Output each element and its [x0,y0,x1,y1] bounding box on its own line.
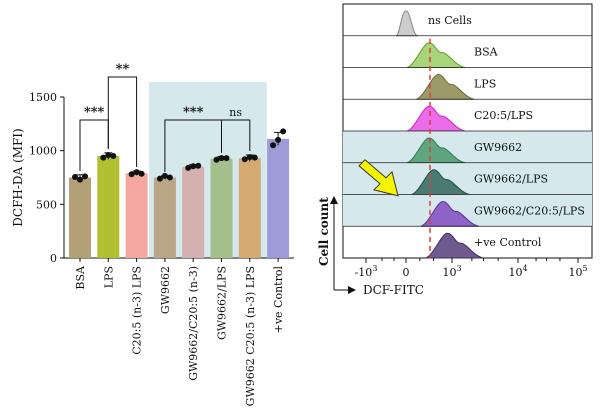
x-tick-label: GW9662 C20:5 (n-3) LPS [244,266,257,406]
bar [210,158,233,258]
data-point [138,170,145,177]
histogram-peak [411,169,470,195]
data-point [133,169,140,176]
x-tick-label: 0 [403,266,410,279]
series-label: C20:5/LPS [474,109,533,122]
histogram-chart: ns Cells BSA LPS C20:5/LPS GW9662 GW9662/LPS G… [317,3,593,297]
x-tick-label: C20:5 (n-3) LPS [131,266,144,355]
x-tick-label: 105 [568,264,587,279]
significance-label: *** [84,105,105,120]
histogram-peak [406,137,466,164]
x-tick-label: -103 [355,264,378,279]
data-point [241,156,248,163]
series-label: ns Cells [428,14,472,27]
x-axis-label: DCF-FITC [363,283,424,297]
x-tick-label: 104 [508,264,527,279]
series-label: GW9662/C20:5/LPS [474,204,585,217]
y-tick-label: 0 [50,252,57,265]
bar [267,138,290,258]
data-point [77,176,83,183]
y-tick-label: 1000 [29,145,57,158]
data-point [223,155,230,162]
histogram-peak [395,10,419,37]
data-point [195,162,202,169]
y-axis-label: DCFH-DA (MFI) [11,128,25,226]
data-point [251,154,258,161]
bar [125,173,148,258]
data-point [105,151,112,158]
data-point [218,155,225,162]
data-point [270,142,277,149]
histogram-peak [406,42,466,68]
data-point [128,171,135,178]
histogram-peak [420,200,479,227]
y-tick-label: 1500 [29,91,57,104]
data-point [190,163,197,170]
data-point [82,173,88,180]
x-arrow-head [348,286,356,294]
data-point [72,173,78,180]
x-tick-label: LPS [102,266,115,288]
series-label: GW9662 [474,141,522,154]
y-axis-label: Cell count [317,197,331,266]
histogram-peak [415,73,475,100]
x-tick-label: GW9662/C20:5 (n-3) [187,266,200,381]
significance-bracket [107,76,138,168]
data-point [213,156,220,163]
y-arrow-head [330,196,338,204]
series-label: BSA [474,46,499,59]
y-tick-label: 500 [36,198,57,211]
bar [153,177,176,258]
data-point [246,154,253,161]
data-point [280,128,287,135]
data-point [100,154,107,161]
x-tick-label: GW9662 [159,266,172,314]
series-label: LPS [474,77,496,90]
histogram-peak [425,232,484,259]
significance-label: ** [116,62,130,77]
bar [238,158,261,258]
data-point [156,175,163,182]
data-point [166,174,173,181]
row-shade [343,131,592,163]
x-tick-label: GW9662/LPS [216,266,229,340]
bar [97,156,120,258]
data-point [185,164,192,171]
bar [182,166,205,258]
data-point [161,172,168,179]
bar [69,177,91,258]
x-tick-label: 103 [442,264,461,279]
x-tick-label: BSA [74,265,87,290]
bar-chart: 0 500 1000 1500 DCFH-DA (MFI) BSA LPS C20:5 (n-… [11,62,294,406]
series-label: GW9662/LPS [474,173,548,186]
significance-label: *** [183,105,204,120]
arrow-icon [358,159,399,197]
significance-label: ns [229,106,242,119]
data-point [275,136,282,143]
significance-bracket [221,119,251,153]
data-point [110,153,117,160]
histogram-peak [406,105,466,132]
x-tick-label: +ve Control [272,266,285,334]
series-label: +ve Control [474,236,542,249]
